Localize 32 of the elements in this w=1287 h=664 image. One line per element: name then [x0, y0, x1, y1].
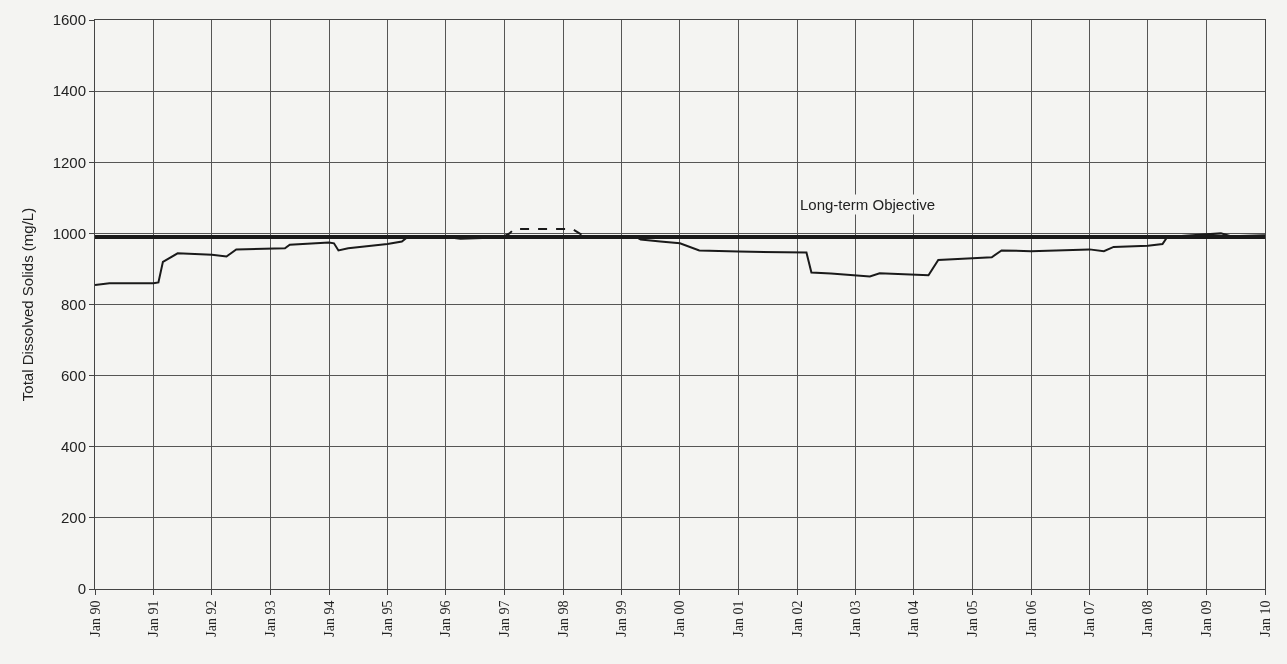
- x-tick-label: Jan 98: [555, 600, 571, 637]
- ref-line-label: Long-term Objective: [800, 196, 936, 213]
- y-tick-label: 800: [60, 295, 86, 313]
- x-tick-label: Jan 01: [731, 600, 747, 637]
- x-tick-label: Jan 04: [906, 600, 922, 637]
- x-tick-label: Jan 99: [614, 600, 630, 637]
- y-tick-label: 1200: [52, 153, 86, 171]
- x-tick-label: Jan 00: [672, 600, 688, 637]
- x-tick-label: Jan 10: [1257, 600, 1273, 637]
- y-tick-label: 200: [60, 509, 86, 527]
- y-tick-label: 1000: [52, 224, 86, 242]
- y-tick-label: 1400: [52, 82, 86, 100]
- x-tick-label: Jan 09: [1199, 600, 1215, 637]
- y-axis-title: Total Dissolved Solids (mg/L): [18, 207, 36, 402]
- x-tick-label: Jan 97: [497, 600, 513, 637]
- x-tick-label: Jan 05: [965, 600, 981, 637]
- x-tick-label: Jan 93: [263, 600, 279, 637]
- x-tick-label: Jan 95: [380, 600, 396, 637]
- x-tick-label: Jan 94: [321, 600, 337, 637]
- x-tick-label: Jan 90: [87, 600, 103, 637]
- x-tick-label: Jan 07: [1082, 600, 1098, 637]
- x-tick-label: Jan 08: [1140, 600, 1156, 637]
- y-tick-label: 0: [77, 580, 86, 598]
- x-tick-label: Jan 03: [848, 600, 864, 637]
- x-tick-label: Jan 02: [789, 600, 805, 637]
- x-tick-label: Jan 06: [1023, 600, 1039, 637]
- x-tick-label: Jan 91: [146, 600, 162, 637]
- y-tick-label: 1600: [52, 11, 86, 29]
- x-tick-label: Jan 96: [438, 600, 454, 637]
- y-tick-label: 400: [60, 438, 86, 455]
- x-tick-label: Jan 92: [204, 600, 220, 637]
- y-tick-label: 600: [60, 366, 86, 384]
